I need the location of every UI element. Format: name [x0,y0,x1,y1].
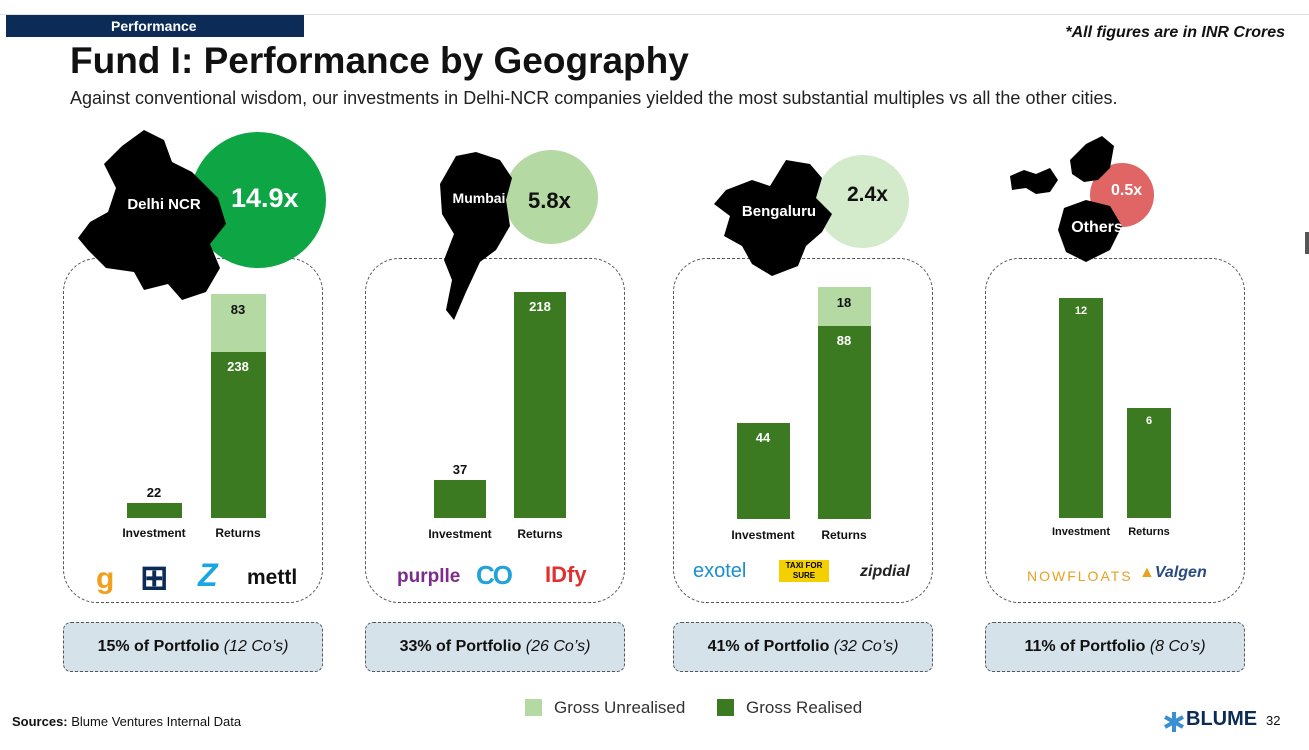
logo-idfy: IDfy [545,562,587,587]
page-number: 32 [1266,713,1281,728]
logo-g: g [96,562,115,595]
axis-returns-delhi: Returns [215,526,261,540]
axis-investment-bengaluru: Investment [731,528,795,542]
bar-others-investment-realised [1059,298,1103,518]
logo-grid: ⊞ [140,559,169,597]
valgen-mark-icon: ▲ [1139,564,1155,581]
summary-share-mumbai: 33% of Portfolio [399,638,522,655]
legend-unrealised: Gross Unrealised [554,698,686,717]
multiple-others: 0.5x [1111,182,1143,199]
axis-investment-others: Investment [1051,526,1111,538]
label-mumbai-investment-realised: 37 [452,461,468,477]
logo-co: CO [476,560,513,590]
summary-cos-others: (8 Co’s) [1149,638,1206,655]
logo-taxiforsure: TAXI FOR SURE [779,560,829,582]
city-mumbai: Mumbai [452,190,506,206]
logo-z: Z [198,557,218,593]
currency-note: *All figures are in INR Crores [1065,24,1285,41]
label-mumbai-returns-realised: 218 [529,298,551,314]
label-others-investment-realised: 12 [1074,305,1088,317]
bar-bengaluru-returns-realised [817,326,871,519]
scrollbar-marker[interactable] [1305,232,1309,254]
legend-swatch-unrealised [525,699,542,716]
summary-bengaluru: 41% of Portfolio (32 Co’s) [673,622,933,672]
bengaluru-map-icon [714,160,832,276]
logo-purplle: purplle [397,566,461,587]
label-others-returns-realised: 6 [1145,415,1153,427]
legend-realised: Gross Realised [746,698,863,717]
page-subtitle: Against conventional wisdom, our investm… [70,88,1118,108]
multiple-circle-mumbai [504,150,598,244]
label-delhi-investment-realised: 22 [146,484,162,500]
logo-zipdial: zipdial [860,563,910,580]
bar-delhi-returns-realised [210,352,266,518]
logo-mettl: mettl [247,566,298,589]
panel-delhi [63,258,323,603]
legend-swatch-realised [717,699,734,716]
label-delhi-returns-unrealised: 83 [230,302,246,318]
summary-share-delhi: 15% of Portfolio [97,638,220,655]
blume-logo-icon [1164,712,1184,732]
summary-cos-bengaluru: (32 Co’s) [833,638,899,655]
city-bengaluru: Bengaluru [741,203,817,220]
brand-name: BLUME [1186,708,1258,730]
mumbai-map-icon [440,152,512,320]
label-delhi-returns-realised: 238 [227,359,249,375]
delhi-map-icon [78,130,226,300]
summary-share-others: 11% of Portfolio [1024,638,1146,655]
bar-bengaluru-investment-realised [736,422,790,519]
panel-mumbai [365,258,625,603]
panel-others [985,258,1245,603]
summary-mumbai: 33% of Portfolio (26 Co’s) [365,622,625,672]
bar-others-returns-realised [1127,408,1171,518]
label-bengaluru-returns-unrealised: 18 [836,294,852,310]
multiple-circle-bengaluru [816,155,909,248]
sources-label: Sources: [12,714,68,729]
others-map-icon [1010,136,1122,262]
axis-investment-mumbai: Investment [428,527,492,541]
logo-valgen-text: Valgen [1154,564,1207,581]
city-others: Others [1071,219,1123,236]
summary-share-bengaluru: 41% of Portfolio [707,638,830,655]
axis-returns-mumbai: Returns [517,527,563,541]
axis-returns-others: Returns [1128,526,1170,538]
logo-valgen: ▲Valgen [1139,564,1207,582]
summary-delhi: 15% of Portfolio (12 Co’s) [63,622,323,672]
bar-delhi-returns-unrealised [210,294,266,353]
summary-cos-mumbai: (26 Co’s) [525,638,591,655]
city-delhi: Delhi NCR [127,196,201,213]
bar-mumbai-investment-realised [434,479,486,518]
logo-nowfloats: NOWFLOATS [1027,568,1133,584]
axis-investment-delhi: Investment [122,526,186,540]
logo-exotel: exotel [693,560,747,582]
multiple-mumbai: 5.8x [528,188,571,213]
multiple-delhi: 14.9x [231,183,299,213]
label-bengaluru-returns-realised: 88 [836,333,852,349]
top-rule [0,14,1309,15]
multiple-bengaluru: 2.4x [847,183,888,206]
axis-returns-bengaluru: Returns [821,528,867,542]
bar-mumbai-returns-realised [514,291,566,518]
bar-bengaluru-returns-unrealised [817,286,871,327]
panel-bengaluru [673,258,933,603]
summary-cos-delhi: (12 Co’s) [223,638,289,655]
page-title: Fund I: Performance by Geography [70,40,689,81]
label-bengaluru-investment-realised: 44 [755,429,771,445]
sources-text: Blume Ventures Internal Data [67,714,242,729]
bar-delhi-investment-realised [126,502,182,518]
sources-note: Sources: Blume Ventures Internal Data [12,714,241,729]
section-tag: Performance [6,15,304,37]
summary-others: 11% of Portfolio (8 Co’s) [985,622,1245,672]
